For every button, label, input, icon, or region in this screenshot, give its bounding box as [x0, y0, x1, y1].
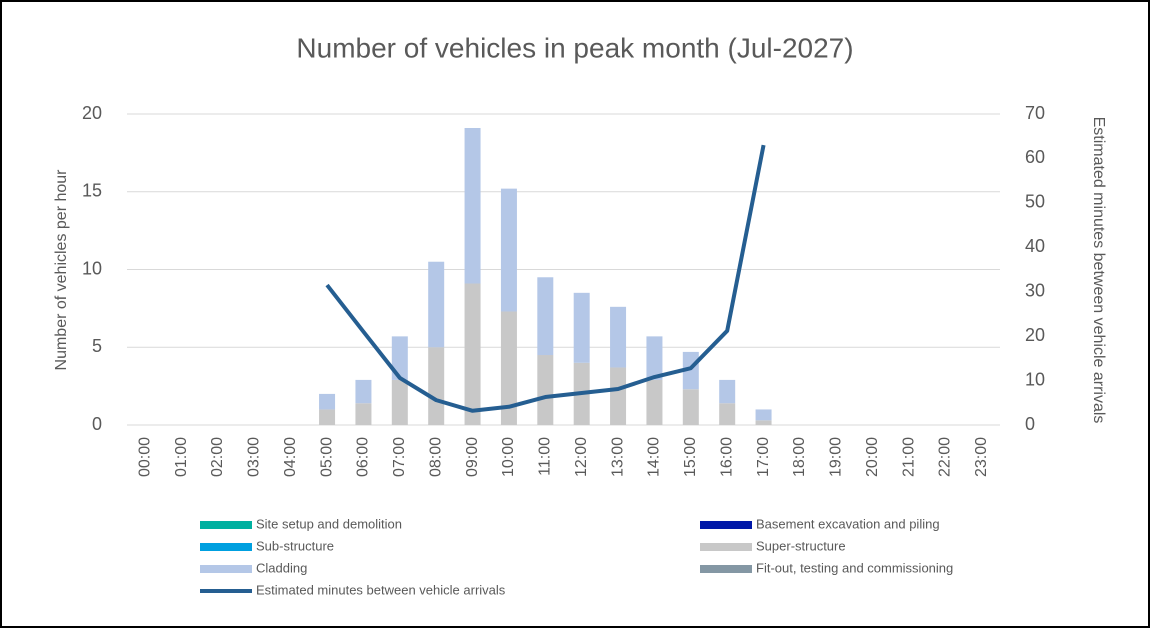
bar — [428, 261, 445, 348]
bar — [391, 379, 408, 425]
legend-label: Sub-structure — [256, 538, 334, 553]
y2-tick-label: 10 — [1025, 369, 1045, 389]
x-tick-label: 10:00 — [500, 437, 517, 477]
x-tick-label: 00:00 — [136, 437, 153, 477]
x-tick-label: 15:00 — [682, 437, 699, 477]
x-tick-label: 22:00 — [937, 437, 954, 477]
bar — [719, 403, 736, 425]
bar — [464, 283, 481, 425]
x-tick-label: 03:00 — [246, 437, 263, 477]
x-tick-label: 08:00 — [427, 437, 444, 477]
x-tick-label: 23:00 — [973, 437, 990, 477]
y2-tick-label: 30 — [1025, 280, 1045, 300]
bar — [646, 336, 663, 380]
legend-swatch — [200, 543, 252, 551]
y2-axis-title: Estimated minutes between vehicle arriva… — [1090, 117, 1107, 424]
bar — [537, 277, 554, 356]
y2-tick-label: 40 — [1025, 236, 1045, 256]
legend-swatch — [700, 565, 752, 573]
bar — [319, 409, 336, 425]
x-tick-label: 06:00 — [355, 437, 372, 477]
bar — [755, 420, 772, 425]
x-tick-label: 17:00 — [755, 437, 772, 477]
bar — [537, 355, 554, 425]
bar — [755, 409, 772, 421]
bar — [719, 379, 736, 404]
legend-swatch — [200, 521, 252, 529]
x-tick-label: 16:00 — [718, 437, 735, 477]
x-tick-label: 19:00 — [828, 437, 845, 477]
chart-title: Number of vehicles in peak month (Jul-20… — [296, 32, 853, 63]
y-tick-label: 10 — [82, 258, 102, 278]
bar — [682, 389, 699, 425]
legend-label: Site setup and demolition — [256, 516, 402, 531]
x-tick-label: 02:00 — [209, 437, 226, 477]
y2-tick-label: 60 — [1025, 147, 1045, 167]
legend-label: Fit-out, testing and commissioning — [756, 560, 953, 575]
x-tick-label: 18:00 — [791, 437, 808, 477]
y-tick-label: 20 — [82, 103, 102, 123]
legend-label: Estimated minutes between vehicle arriva… — [256, 582, 506, 597]
y2-tick-label: 0 — [1025, 414, 1035, 434]
bar — [610, 367, 627, 425]
legend-label: Cladding — [256, 560, 307, 575]
x-tick-label: 09:00 — [464, 437, 481, 477]
y2-tick-label: 70 — [1025, 103, 1045, 123]
x-tick-label: 13:00 — [609, 437, 626, 477]
line — [325, 144, 766, 413]
bar — [355, 403, 372, 425]
y-tick-label: 0 — [92, 414, 102, 434]
y-tick-label: 15 — [82, 181, 102, 201]
bar — [355, 379, 372, 404]
y2-tick-label: 50 — [1025, 192, 1045, 212]
bar — [646, 379, 663, 425]
x-tick-label: 12:00 — [573, 437, 590, 477]
x-tick-label: 21:00 — [900, 437, 917, 477]
legend-swatch — [700, 521, 752, 529]
x-tick-label: 20:00 — [864, 437, 881, 477]
x-tick-label: 14:00 — [646, 437, 663, 477]
bar — [319, 393, 336, 410]
bar — [500, 188, 517, 312]
bar — [610, 306, 627, 368]
x-tick-label: 04:00 — [282, 437, 299, 477]
legend-swatch — [700, 543, 752, 551]
legend-label: Super-structure — [756, 538, 846, 553]
y-axis-title: Number of vehicles per hour — [53, 169, 70, 371]
x-tick-label: 05:00 — [318, 437, 335, 477]
y2-tick-label: 20 — [1025, 325, 1045, 345]
bar — [500, 311, 517, 425]
x-tick-label: 01:00 — [173, 437, 190, 477]
x-tick-label: 07:00 — [391, 437, 408, 477]
y-tick-label: 5 — [92, 336, 102, 356]
bar — [428, 347, 445, 425]
bar — [573, 292, 590, 363]
bar — [391, 336, 408, 380]
bar — [464, 127, 481, 284]
x-tick-label: 11:00 — [537, 437, 554, 476]
legend-label: Basement excavation and piling — [756, 516, 940, 531]
legend-swatch — [200, 565, 252, 573]
